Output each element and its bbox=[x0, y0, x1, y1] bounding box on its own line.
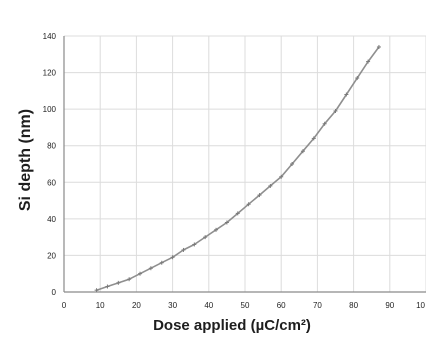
y-tick-label: 120 bbox=[43, 69, 57, 78]
ticks-layer: 0 20 40 60 80 100 120 140 0 10 20 30 40 50 60 70 80 90 10 bbox=[43, 32, 426, 310]
x-tick-label: 30 bbox=[168, 301, 177, 310]
x-axis-label: Dose applied (µC/cm²) bbox=[153, 317, 311, 334]
y-tick-label: 20 bbox=[47, 251, 56, 260]
x-tick-label: 40 bbox=[204, 301, 213, 310]
series-layer bbox=[94, 44, 381, 293]
y-axis-label: Si depth (nm) bbox=[17, 109, 34, 211]
x-tick-label: 70 bbox=[313, 301, 322, 310]
x-tick-label: 60 bbox=[277, 301, 286, 310]
y-tick-label: 100 bbox=[43, 105, 57, 114]
x-tick-label: 90 bbox=[385, 301, 394, 310]
x-tick-label: 80 bbox=[349, 301, 358, 310]
y-tick-label: 140 bbox=[43, 32, 57, 41]
x-tick-label: 0 bbox=[62, 301, 67, 310]
x-tick-label: 10 bbox=[96, 301, 105, 310]
grid-layer bbox=[63, 35, 426, 293]
y-tick-label: 40 bbox=[47, 215, 56, 224]
series-line bbox=[95, 46, 380, 292]
y-tick-label: 60 bbox=[47, 178, 56, 187]
y-tick-label: 80 bbox=[47, 142, 56, 151]
x-tick-label: 50 bbox=[241, 301, 250, 310]
axis-layer bbox=[63, 36, 426, 293]
x-tick-label: 10 bbox=[416, 301, 425, 310]
y-tick-label: 0 bbox=[52, 288, 57, 297]
x-tick-label: 20 bbox=[132, 301, 141, 310]
